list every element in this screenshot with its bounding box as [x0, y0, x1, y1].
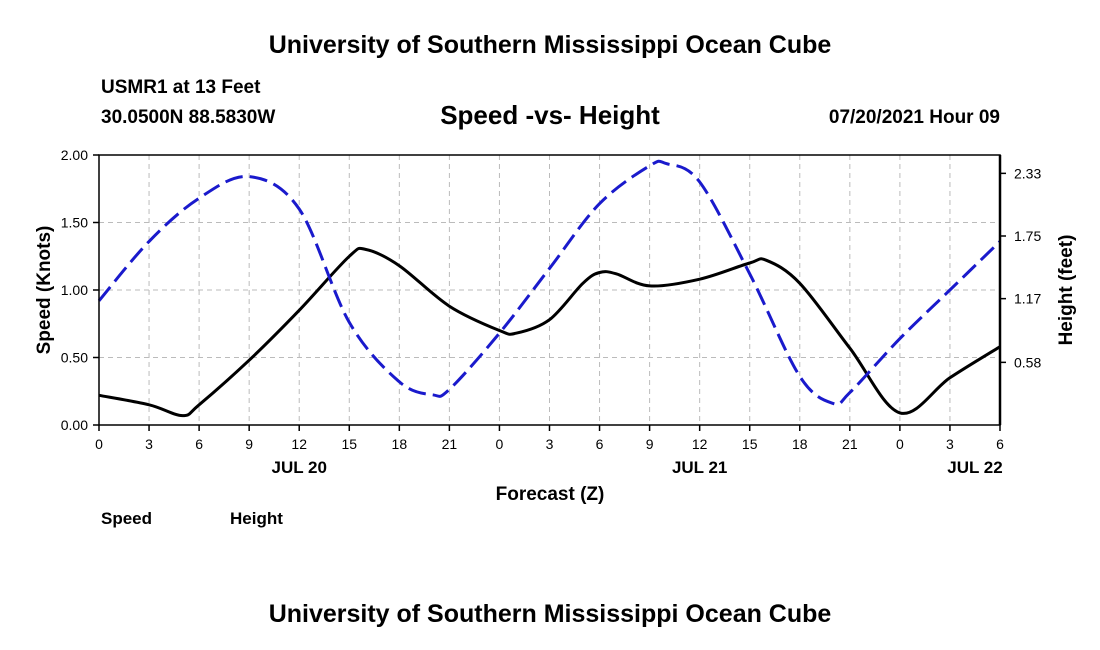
- x-tick-label: 6: [996, 436, 1004, 452]
- x-tick-label: 15: [341, 436, 357, 452]
- y2-tick-label: 0.58: [1014, 354, 1041, 370]
- x-date-label: JUL 20: [271, 458, 326, 477]
- x-tick-label: 3: [546, 436, 554, 452]
- forecast-datetime: 07/20/2021 Hour 09: [828, 107, 1000, 128]
- x-tick-label: 0: [896, 436, 904, 452]
- x-tick-label: 12: [291, 436, 307, 452]
- y-tick-label: 1.00: [61, 282, 88, 298]
- x-tick-label: 12: [692, 436, 708, 452]
- x-tick-label: 3: [145, 436, 153, 452]
- legend-label-height: Height: [230, 509, 283, 528]
- x-tick-label: 15: [742, 436, 758, 452]
- height-series-line: [97, 159, 1002, 406]
- series-lines: [97, 159, 1002, 418]
- x-tick-label: 9: [245, 436, 253, 452]
- y-tick-label: 1.50: [61, 215, 88, 231]
- y2-tick-label: 1.17: [1014, 291, 1041, 307]
- speed-series-line: [98, 246, 1001, 418]
- x-date-label: JUL 22: [947, 458, 1002, 477]
- page-footer-title: University of Southern Mississippi Ocean…: [268, 600, 832, 628]
- grid-lines: [99, 155, 1000, 425]
- x-tick-label: 9: [646, 436, 654, 452]
- page-title: University of Southern Mississippi Ocean…: [268, 31, 832, 59]
- x-date-label: JUL 21: [672, 458, 727, 477]
- station-coordinates: 30.0500N 88.5830W: [101, 107, 276, 128]
- x-tick-label: 0: [496, 436, 504, 452]
- station-name: USMR1 at 13 Feet: [101, 77, 261, 98]
- x-axis-label: Forecast (Z): [496, 484, 605, 505]
- x-tick-label: 3: [946, 436, 954, 452]
- legend-label-speed: Speed: [101, 509, 153, 528]
- y-tick-label: 2.00: [61, 147, 88, 163]
- y-axis-label: Speed (Knots): [34, 226, 55, 355]
- x-tick-label: 6: [596, 436, 604, 452]
- y-tick-label: 0.50: [61, 350, 88, 366]
- x-tick-label: 0: [95, 436, 103, 452]
- x-tick-label: 21: [842, 436, 858, 452]
- y2-tick-label: 1.75: [1014, 228, 1041, 244]
- x-tick-label: 18: [392, 436, 408, 452]
- x-tick-label: 18: [792, 436, 808, 452]
- y2-tick-label: 2.33: [1014, 165, 1041, 181]
- y2-axis-label: Height (feet): [1056, 235, 1077, 346]
- y-tick-label: 0.00: [61, 417, 88, 433]
- x-tick-label: 6: [195, 436, 203, 452]
- chart-title: Speed -vs- Height: [440, 100, 660, 130]
- axis-ticks: 0 3 6 9 12 15 18 21 0 3 6 9 12 15 18 21 0 3 6 JUL 20 JUL 21 J…: [61, 147, 1042, 477]
- x-tick-label: 21: [442, 436, 458, 452]
